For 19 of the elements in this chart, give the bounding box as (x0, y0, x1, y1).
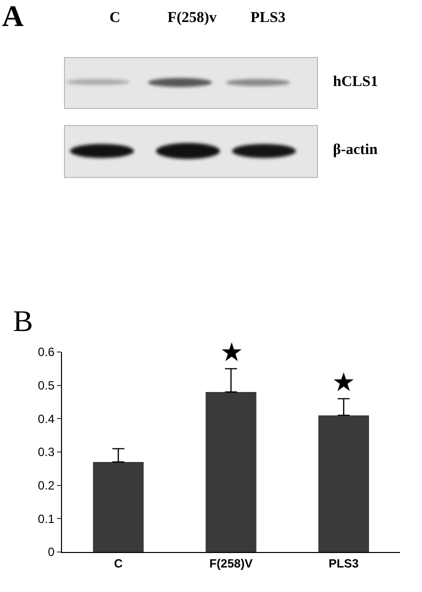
text: A (2, 0, 24, 34)
y-tick-label: 0.1 (38, 512, 55, 526)
y-tick-label: 0 (48, 545, 55, 560)
text: F(258)v (168, 10, 217, 27)
text: β-actin (333, 142, 378, 158)
x-tick-label: F(258)V (209, 556, 253, 570)
text: hCLS1 (333, 74, 378, 90)
y-tick-label: 0.6 (38, 345, 55, 360)
y-tick-label: 0.3 (38, 445, 55, 460)
annotation: ★ (220, 337, 243, 367)
x-tick-label: PLS3 (328, 556, 359, 570)
chart-title: B (13, 305, 34, 338)
annotation: ★ (332, 367, 355, 397)
text: C (110, 10, 120, 27)
text: PLS3 (250, 10, 286, 27)
x-tick-label: C (114, 556, 123, 570)
y-tick-label: 0.5 (38, 378, 55, 393)
y-tick-label: 0.2 (38, 478, 55, 493)
y-tick-label: 0.4 (38, 412, 55, 426)
